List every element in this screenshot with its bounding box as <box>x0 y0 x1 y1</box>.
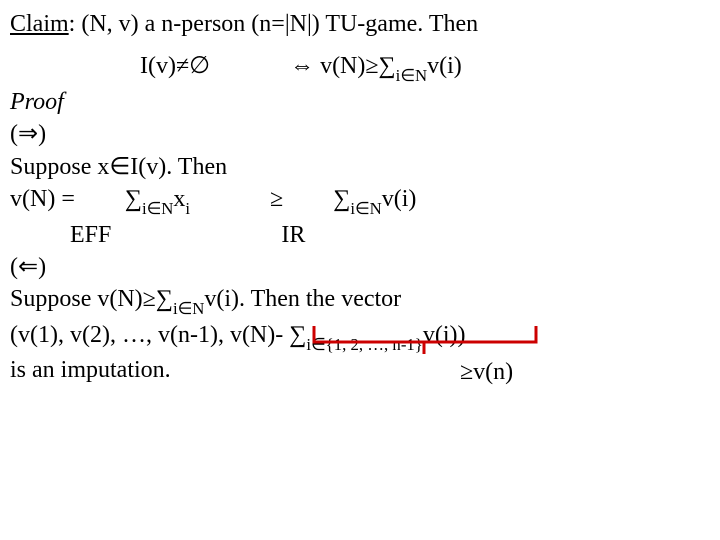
sub-iN-4: i∈N <box>173 299 204 318</box>
vector-b: v(i)) <box>423 322 466 348</box>
vN-eq: v(N) = <box>10 186 75 212</box>
sum-x: ∑ <box>125 186 142 212</box>
claim-line: Claim: (N, v) a n-person (n=|N|) TU-game… <box>10 8 710 40</box>
eff-label: EFF <box>70 222 111 248</box>
fwd-arrow: (⇒) <box>10 121 46 147</box>
equivalence-line: I(v)≠∅ ⇔ v(N)≥∑i∈Nv(i) <box>10 50 710 85</box>
proof-label: Proof <box>10 86 710 118</box>
backward-dir: (⇐) <box>10 251 710 283</box>
xi: x <box>173 186 185 212</box>
suppose-1: Suppose x∈I(v). Then <box>10 151 710 183</box>
vi-2: v(i) <box>382 186 417 212</box>
ir-label: IR <box>281 222 305 248</box>
geq-1: ≥ <box>270 186 283 212</box>
eq-line: v(N) =∑i∈Nxi≥∑i∈Nv(i) <box>10 183 710 218</box>
claim-label: Claim <box>10 11 69 37</box>
forward-dir: (⇒) <box>10 118 710 150</box>
claim-text: : (N, v) a n-person (n=|N|) TU-game. The… <box>69 11 478 37</box>
vi-1: v(i) <box>427 53 462 79</box>
imputation-line: is an imputation. ≥v(n) <box>10 354 710 386</box>
suppose2a: Suppose v(N)≥∑ <box>10 286 173 312</box>
iff-part: ⇔ v(N)≥∑ <box>290 53 396 79</box>
bwd-arrow: (⇐) <box>10 254 46 280</box>
proof-word: Proof <box>10 89 64 115</box>
suppose1-text: Suppose x∈I(v). Then <box>10 154 227 180</box>
sub-iN-1: i∈N <box>396 66 427 85</box>
eff-ir-line: EFF IR <box>10 219 710 251</box>
sum-vi: ∑ <box>333 186 350 212</box>
vector-a: (v(1), v(2), …, v(n-1), v(N)- ∑ <box>10 322 306 348</box>
imputation-text: is an imputation. <box>10 357 171 383</box>
suppose2b: v(i). Then the vector <box>204 286 401 312</box>
iv-nonempty: I(v)≠∅ <box>140 53 210 79</box>
sub-set: i∈{1, 2, …, n-1} <box>306 335 423 354</box>
sub-iN-3: i∈N <box>350 199 381 218</box>
suppose-2: Suppose v(N)≥∑i∈Nv(i). Then the vector <box>10 283 710 318</box>
sub-i: i <box>185 199 190 218</box>
sub-iN-2: i∈N <box>142 199 173 218</box>
vector-line: (v(1), v(2), …, v(n-1), v(N)- ∑i∈{1, 2, … <box>10 319 710 354</box>
geq-vn: ≥v(n) <box>460 356 513 388</box>
